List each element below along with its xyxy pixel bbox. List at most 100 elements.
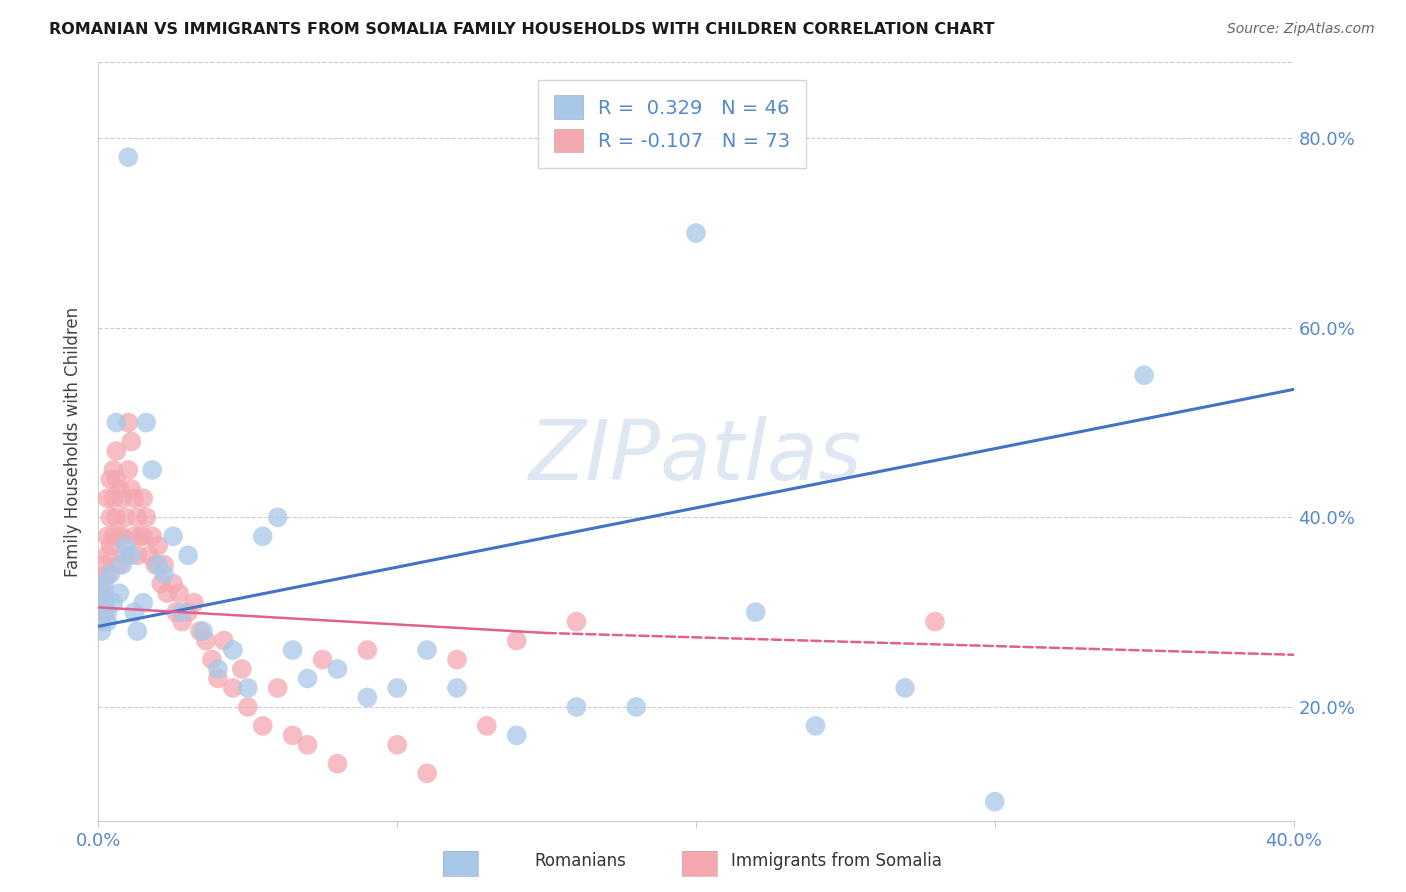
Point: [132, 596, 155, 610]
Point: [385, 681, 409, 695]
Point: [506, 728, 529, 742]
Point: [894, 681, 917, 695]
Point: [267, 510, 290, 524]
Point: [98, 539, 122, 553]
Point: [177, 605, 200, 619]
Point: [385, 738, 409, 752]
Point: [626, 699, 648, 714]
Point: [212, 633, 235, 648]
Point: [446, 652, 468, 666]
Point: [98, 510, 122, 524]
Point: [90, 624, 112, 639]
Point: [177, 548, 200, 563]
Point: [326, 662, 349, 676]
Point: [103, 463, 125, 477]
Point: [297, 738, 319, 752]
Point: [135, 510, 157, 524]
Point: [804, 719, 827, 733]
Point: [416, 766, 439, 780]
Text: ROMANIAN VS IMMIGRANTS FROM SOMALIA FAMILY HOUSEHOLDS WITH CHILDREN CORRELATION : ROMANIAN VS IMMIGRANTS FROM SOMALIA FAMI…: [49, 22, 994, 37]
Point: [156, 586, 179, 600]
Point: [172, 605, 194, 619]
Point: [93, 558, 115, 572]
Point: [172, 615, 194, 629]
Point: [565, 699, 588, 714]
Point: [111, 529, 134, 543]
Point: [105, 473, 128, 487]
Point: [114, 548, 136, 563]
Point: [98, 567, 122, 582]
Point: [105, 444, 128, 458]
Point: [252, 529, 274, 543]
Point: [114, 510, 136, 524]
Point: [356, 690, 378, 705]
Point: [93, 576, 115, 591]
Text: Romanians: Romanians: [534, 852, 626, 870]
Point: [108, 586, 131, 600]
Point: [1133, 368, 1156, 383]
Point: [207, 672, 229, 686]
Point: [96, 548, 118, 563]
Point: [236, 699, 259, 714]
Point: [984, 795, 1007, 809]
Point: [150, 576, 173, 591]
Point: [141, 529, 163, 543]
Point: [120, 548, 142, 563]
Point: [90, 615, 112, 629]
Point: [108, 482, 131, 496]
Point: [90, 576, 112, 591]
Text: ZIPatlas: ZIPatlas: [529, 417, 863, 497]
Point: [188, 624, 211, 639]
Y-axis label: Family Households with Children: Family Households with Children: [63, 307, 82, 576]
Point: [565, 615, 588, 629]
Point: [111, 491, 134, 506]
Point: [103, 529, 125, 543]
Point: [93, 596, 115, 610]
Point: [117, 416, 139, 430]
Point: [311, 652, 333, 666]
Point: [506, 633, 529, 648]
Point: [148, 558, 170, 572]
Point: [222, 681, 245, 695]
Point: [326, 756, 349, 771]
Point: [132, 491, 155, 506]
Point: [93, 605, 115, 619]
Point: [108, 529, 131, 543]
Point: [745, 605, 768, 619]
Point: [127, 548, 149, 563]
Point: [416, 643, 439, 657]
Point: [103, 596, 125, 610]
Point: [267, 681, 290, 695]
Point: [162, 529, 184, 543]
Point: [191, 624, 214, 639]
Point: [124, 605, 146, 619]
Point: [475, 719, 498, 733]
Point: [120, 434, 142, 449]
Point: [124, 491, 146, 506]
Point: [281, 728, 304, 742]
Point: [162, 576, 184, 591]
Text: Source: ZipAtlas.com: Source: ZipAtlas.com: [1227, 22, 1375, 37]
Point: [90, 596, 112, 610]
Point: [127, 510, 149, 524]
Point: [252, 719, 274, 733]
Point: [90, 586, 112, 600]
Point: [120, 482, 142, 496]
Point: [222, 643, 245, 657]
Point: [114, 539, 136, 553]
Point: [148, 539, 170, 553]
Point: [98, 473, 122, 487]
Point: [143, 558, 166, 572]
Point: [685, 226, 707, 240]
Point: [93, 586, 115, 600]
Point: [132, 529, 155, 543]
Point: [201, 652, 224, 666]
Point: [924, 615, 946, 629]
Point: [153, 567, 176, 582]
Point: [446, 681, 468, 695]
Point: [105, 510, 128, 524]
Point: [183, 596, 205, 610]
Point: [96, 615, 118, 629]
Point: [207, 662, 229, 676]
Point: [236, 681, 259, 695]
